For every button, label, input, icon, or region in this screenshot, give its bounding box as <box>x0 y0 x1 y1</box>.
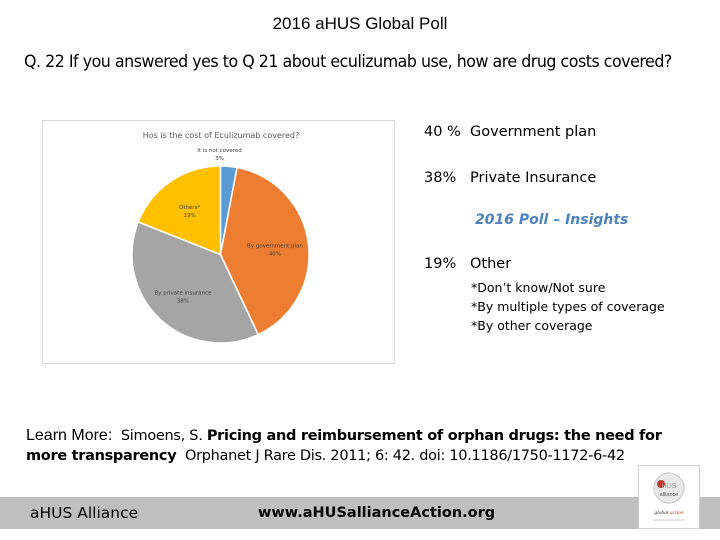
svg-text:alliance: alliance <box>660 492 679 498</box>
reference-author: Simoens, S. <box>120 428 203 444</box>
pie-slice-others <box>137 165 222 256</box>
other-item: *By other coverage <box>471 318 593 333</box>
other-label: Other <box>470 256 512 272</box>
pie-chart: Hos is the cost of Eculizumab covered? I… <box>42 120 395 364</box>
pie-chart-svg: Hos is the cost of Eculizumab covered? I… <box>131 131 310 344</box>
summary-government: 40 % Government plan <box>424 124 596 140</box>
reference-title: Pricing and reimbursement of orphan drug… <box>26 428 662 464</box>
svg-text:HUS: HUS <box>662 483 677 490</box>
summary-other: 19% Other <box>424 256 511 272</box>
reference: Learn More: Simoens, S. Pricing and reim… <box>26 426 686 466</box>
government-pct: 40 % <box>424 124 461 140</box>
page-title: 2016 aHUS Global Poll <box>272 14 448 33</box>
slice-value-label: 3% <box>215 156 224 162</box>
learn-more-label: Learn More: <box>26 427 113 444</box>
slice-value-label: 19% <box>184 213 196 219</box>
footer-bar: aHUS Alliance www.aHUSallianceAction.org <box>0 497 720 529</box>
footer-url[interactable]: www.aHUSallianceAction.org <box>258 505 496 521</box>
slice-label: Others* <box>179 205 200 211</box>
pie-slice-by-government-plan <box>219 166 310 336</box>
slice-value-label: 38% <box>177 298 189 304</box>
svg-text:global action: global action <box>654 510 683 516</box>
footer-org: aHUS Alliance <box>30 504 139 522</box>
reference-citation: Orphanet J Rare Dis. 2011; 6: 42. doi: 1… <box>184 448 625 464</box>
slice-value-label: 40% <box>269 252 281 258</box>
other-pct: 19% <box>424 256 457 272</box>
private-pct: 38% <box>424 170 457 186</box>
chart-title: Hos is the cost of Eculizumab covered? <box>143 131 299 140</box>
ahus-alliance-logo: HUS alliance global action <box>638 465 700 529</box>
insights-heading: 2016 Poll – Insights <box>475 212 629 228</box>
slice-label: It is not covered <box>197 148 241 154</box>
government-label: Government plan <box>470 124 597 140</box>
logo-icon: HUS alliance global action <box>653 472 685 521</box>
pie-slice-by-private-insurance <box>131 220 260 344</box>
slice-label: By private insurance <box>155 290 212 296</box>
other-item: *Don’t know/Not sure <box>471 280 606 295</box>
private-label: Private Insurance <box>470 170 597 186</box>
slice-label: By government plan <box>247 244 303 250</box>
summary-private: 38% Private Insurance <box>424 170 596 186</box>
question-text: Q. 22 If you answered yes to Q 21 about … <box>24 52 672 72</box>
other-item: *By multiple types of coverage <box>471 299 665 314</box>
